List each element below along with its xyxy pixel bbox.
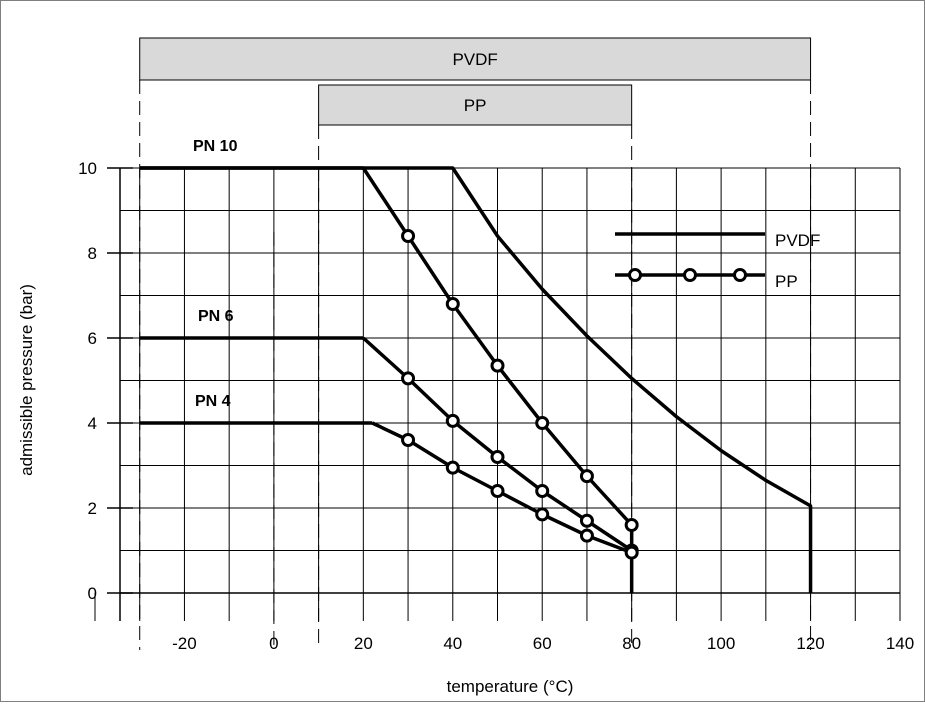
data-point (579, 513, 594, 528)
range-band-pvdf (139, 37, 812, 81)
x-tick-label: -20 (172, 634, 197, 653)
range-band-label: PP (464, 96, 487, 115)
x-axis-title: temperature (°C) (447, 677, 574, 696)
data-point (624, 545, 639, 560)
y-tick-label: 10 (78, 159, 97, 178)
range-band-label: PVDF (452, 50, 497, 69)
y-tick-label: 4 (88, 414, 97, 433)
data-point (401, 433, 416, 447)
x-tick-label: 40 (443, 634, 462, 653)
y-tick-label: 2 (88, 499, 97, 518)
legend-marker (733, 268, 747, 282)
axes: 0 2 4 6 8 10 -20 0 20 40 60 80 100 120 140 (78, 159, 914, 653)
range-band-pp (318, 84, 633, 126)
data-point (579, 528, 594, 543)
pn-labels: PN 10 PN 6 PN 4 (193, 138, 238, 410)
y-tick-label: 8 (88, 244, 97, 263)
y-tick-label: 0 (88, 584, 97, 603)
data-point (401, 371, 416, 386)
y-tick-label: 6 (88, 329, 97, 348)
legend-marker (683, 268, 697, 282)
pn-rating-label: PN 10 (193, 138, 238, 155)
series-line-pp-pn-10 (361, 167, 634, 593)
data-point (445, 460, 460, 475)
data-point (490, 484, 505, 498)
series-line-pvdf (139, 166, 813, 593)
x-tick-label: 100 (707, 634, 735, 653)
legend-label: PVDF (775, 231, 820, 250)
data-point (535, 507, 550, 522)
data-point (401, 229, 416, 243)
material-range-bands: PVDF PP (139, 37, 812, 650)
x-tick-label: 80 (622, 634, 641, 653)
legend-label: PP (775, 272, 798, 291)
x-tick-label: 120 (796, 634, 824, 653)
data-point (445, 297, 460, 311)
data-point (490, 358, 505, 373)
data-point (445, 413, 460, 428)
x-tick-label: 60 (533, 634, 552, 653)
pn-rating-label: PN 4 (195, 393, 231, 410)
x-tick-label: 20 (354, 634, 373, 653)
data-point (490, 450, 505, 464)
data-point (535, 484, 550, 498)
x-tick-label: 0 (269, 634, 278, 653)
legend-marker (628, 268, 642, 282)
pn-rating-label: PN 6 (198, 308, 234, 325)
data-point (535, 416, 550, 430)
data-point (624, 518, 639, 532)
x-tick-label: 140 (886, 634, 914, 653)
legend: PVDF PP (615, 231, 820, 291)
data-point (579, 469, 594, 484)
series-lines (139, 166, 813, 593)
y-axis-title: admissible pressure (bar) (17, 284, 36, 476)
